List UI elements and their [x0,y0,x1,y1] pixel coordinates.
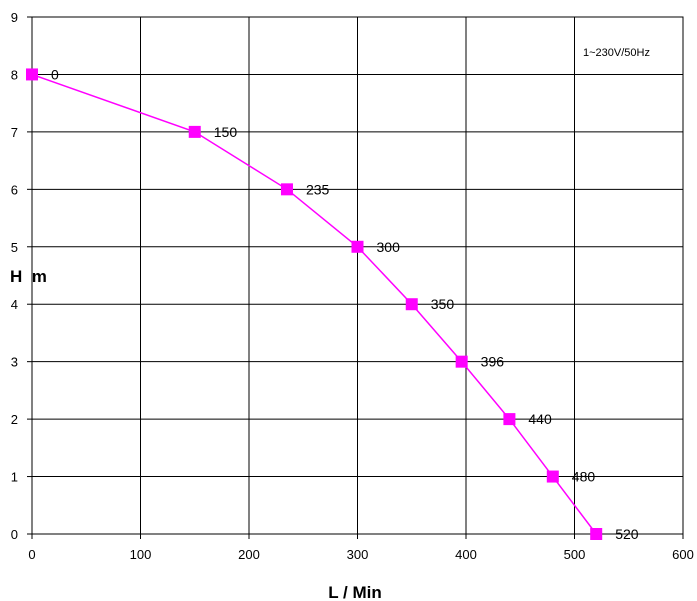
data-label: 396 [481,354,505,370]
y-tick-label: 5 [11,240,18,255]
y-tick-label: 0 [11,527,18,542]
x-axis-title: L / Min [328,583,382,601]
y-tick-label: 2 [11,412,18,427]
data-point-marker [280,183,293,196]
data-point-marker [455,355,468,368]
data-label: 0 [51,66,59,82]
data-point-marker [188,125,201,138]
x-tick-label: 200 [238,547,260,562]
data-point-marker [26,68,38,81]
data-point-marker [405,298,418,311]
y-tick-label: 1 [11,470,18,485]
x-tick-label: 400 [455,547,477,562]
y-tick-label: 9 [11,10,18,25]
x-tick-label: 300 [347,547,369,562]
y-tick-label: 6 [11,182,18,197]
data-label: 440 [528,411,552,427]
tick-labels: 0 100 200 300 400 500 600 0 1 2 3 4 5 6 7 8 9 [11,10,694,562]
y-tick-label: 3 [11,355,18,370]
data-label: 350 [431,296,455,312]
annotation-text: 1~230V/50Hz [583,47,650,59]
y-tick-label: 7 [11,125,18,140]
data-point-marker [503,413,516,426]
x-tick-label: 600 [672,547,694,562]
data-point-marker [351,240,364,253]
y-tick-label: 4 [11,297,18,312]
data-point-marker [546,470,559,483]
y-tick-label: 8 [11,67,18,82]
data-label: 480 [572,469,596,485]
data-label: 520 [615,526,639,542]
y-axis-title: H m [10,267,47,286]
x-tick-label: 0 [28,547,35,562]
x-tick-label: 500 [564,547,586,562]
data-label: 235 [306,181,330,197]
data-point-marker [590,528,603,540]
x-tick-label: 100 [130,547,152,562]
grid [27,16,684,539]
data-label: 150 [214,124,238,140]
series-layer [26,68,603,540]
data-labels: 0 150 235 300 350 396 440 480 520 [51,66,639,542]
data-label: 300 [377,239,401,255]
